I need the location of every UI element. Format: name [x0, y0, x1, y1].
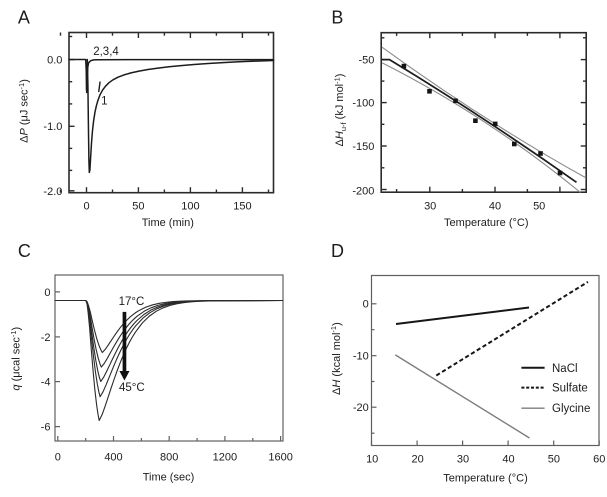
svg-text:20: 20 [411, 454, 423, 466]
svg-text:50: 50 [548, 454, 560, 466]
svg-text:-1.0: -1.0 [43, 121, 62, 133]
svg-text:60: 60 [593, 454, 605, 466]
svg-text:C: C [18, 241, 31, 261]
svg-text:50: 50 [533, 201, 545, 213]
svg-text:ΔHu-f (kJ mol-1): ΔHu-f (kJ mol-1) [332, 74, 347, 147]
svg-text:-4: -4 [41, 377, 51, 389]
svg-text:-150: -150 [352, 141, 374, 153]
svg-text:30: 30 [424, 201, 436, 213]
svg-text:0: 0 [55, 452, 61, 464]
svg-text:-10: -10 [353, 351, 369, 363]
svg-text:150: 150 [233, 201, 251, 213]
svg-text:50: 50 [132, 201, 144, 213]
svg-text:10: 10 [366, 454, 378, 466]
svg-text:-2: -2 [41, 332, 51, 344]
svg-text:0: 0 [83, 201, 89, 213]
svg-text:-6: -6 [41, 422, 51, 434]
svg-text:q (μcal sec-1): q (μcal sec-1) [9, 327, 23, 391]
svg-text:-20: -20 [353, 402, 369, 414]
svg-text:1: 1 [101, 95, 107, 107]
svg-text:0: 0 [363, 299, 369, 311]
svg-text:NaCl: NaCl [552, 363, 578, 375]
svg-text:30: 30 [457, 454, 469, 466]
svg-text:-2.0: -2.0 [43, 186, 62, 198]
svg-text:0: 0 [44, 287, 50, 299]
svg-text:B: B [331, 8, 343, 28]
svg-text:1200: 1200 [213, 452, 237, 464]
svg-text:Temperature (°C): Temperature (°C) [443, 473, 527, 485]
svg-text:40: 40 [489, 201, 501, 213]
svg-text:D: D [331, 241, 344, 261]
svg-text:A: A [18, 8, 30, 28]
svg-text:-200: -200 [352, 185, 374, 197]
svg-text:ΔP (μJ sec-1): ΔP (μJ sec-1) [17, 79, 31, 143]
svg-text:-100: -100 [352, 98, 374, 110]
svg-text:Sulfate: Sulfate [552, 383, 588, 395]
svg-text:Time (min): Time (min) [142, 217, 194, 229]
svg-text:-50: -50 [358, 55, 374, 67]
svg-text:2,3,4: 2,3,4 [93, 46, 119, 58]
svg-text:40: 40 [502, 454, 514, 466]
svg-text:Glycine: Glycine [552, 403, 590, 415]
svg-text:1600: 1600 [268, 452, 292, 464]
svg-text:45°C: 45°C [119, 382, 145, 394]
svg-text:400: 400 [104, 452, 122, 464]
svg-text:17°C: 17°C [119, 296, 145, 308]
svg-text:0.0: 0.0 [47, 55, 62, 67]
svg-text:Temperature (°C): Temperature (°C) [444, 217, 528, 229]
svg-text:ΔH (kcal mol-1): ΔH (kcal mol-1) [329, 322, 343, 395]
svg-text:800: 800 [160, 452, 178, 464]
svg-text:Time (sec): Time (sec) [143, 472, 195, 484]
svg-text:100: 100 [181, 201, 199, 213]
